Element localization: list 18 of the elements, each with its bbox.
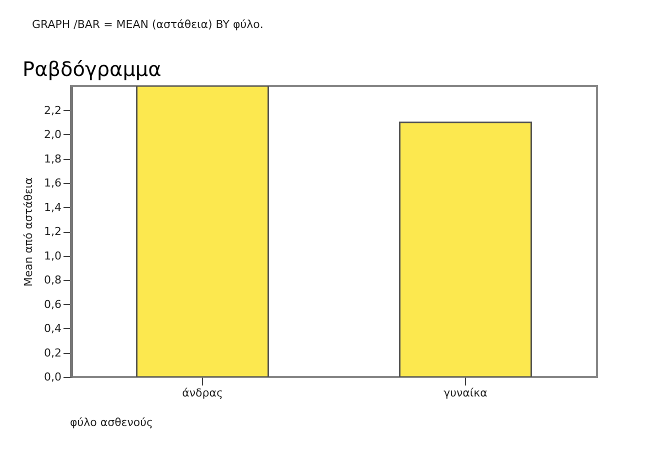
x-axis-title: φύλο ασθενούς — [70, 416, 154, 429]
y-tick-label: 1,6 — [44, 176, 62, 190]
chart-title: Ραβδόγραμμα — [22, 57, 162, 81]
y-axis-title: Mean από αστάθεια — [22, 177, 36, 287]
y-tick-label: 0,4 — [44, 322, 62, 335]
y-tick-label: 2,0 — [44, 128, 62, 141]
y-tick-label: 0,8 — [44, 274, 62, 286]
x-tick-label: άνδρας — [182, 386, 223, 400]
y-tick-label: 1,2 — [44, 225, 62, 238]
y-tick-label: 0,0 — [44, 370, 62, 384]
y-tick-label: 0,2 — [44, 346, 62, 360]
y-tick-label: 0,6 — [44, 298, 62, 311]
y-tick-label: 1,4 — [44, 200, 62, 214]
y-tick-label: 1,0 — [44, 249, 62, 262]
y-tick-label: 1,8 — [44, 152, 62, 166]
y-tick-label: 2,2 — [44, 104, 62, 117]
text: GRAPH /BAR = MEAN (αστάθεια) BY φύλο. — [32, 18, 264, 33]
x-tick-label: γυναίκα — [444, 386, 488, 400]
